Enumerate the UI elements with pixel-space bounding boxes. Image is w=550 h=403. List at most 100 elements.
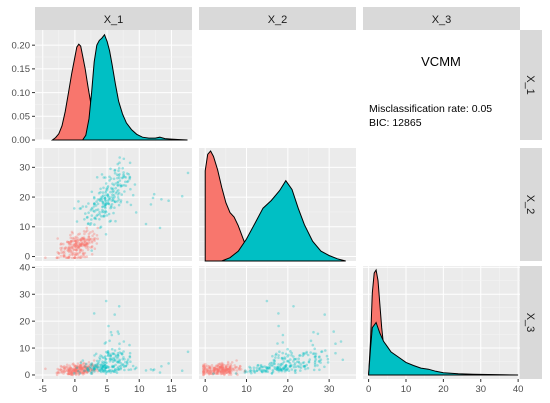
scatter-point [222, 368, 226, 372]
scatter-point [341, 358, 345, 362]
scatter-point [69, 366, 73, 370]
scatter-point [109, 371, 113, 374]
scatter-point [102, 215, 106, 218]
scatter-point [74, 373, 78, 376]
scatter-point [112, 211, 115, 215]
scatter-point [231, 367, 234, 370]
scatter-point [218, 370, 221, 373]
scatter-point [224, 371, 228, 375]
scatter-point [78, 242, 82, 245]
scatter-point [281, 358, 285, 361]
scatter-point [108, 196, 112, 199]
scatter-point [81, 367, 85, 370]
scatter-point [133, 367, 137, 371]
scatter-point [88, 238, 92, 241]
y-tick-label: 0.20 [12, 40, 31, 51]
scatter-point [277, 354, 280, 357]
scatter-point [120, 352, 124, 355]
scatter-point [114, 370, 117, 373]
scatter-point [215, 367, 219, 371]
scatter-point [93, 367, 96, 371]
scatter-point [72, 369, 75, 372]
scatter-point [105, 188, 109, 191]
scatter-point [102, 361, 106, 364]
scatter-point [85, 368, 89, 372]
strip-right-label-X_2: X_2 [524, 195, 536, 215]
scatter-point [110, 203, 114, 206]
scatter-point [277, 356, 280, 360]
scatter-point [104, 233, 108, 236]
scatter-point [81, 366, 84, 370]
scatter-point [75, 372, 78, 376]
scatter-point [298, 365, 301, 369]
scatter-point [68, 364, 71, 368]
scatter-point [225, 365, 228, 369]
scatter-point [303, 364, 307, 368]
scatter-point [292, 358, 296, 361]
scatter-point [284, 364, 288, 367]
scatter-point [110, 357, 114, 361]
scatter-point [68, 242, 71, 245]
scatter-point [202, 370, 205, 374]
scatter-point [313, 355, 317, 359]
scatter-point [85, 363, 88, 366]
scatter-point [75, 364, 78, 368]
scatter-point [73, 366, 76, 370]
scatter-point [93, 364, 97, 368]
scatter-point [75, 246, 78, 249]
scatter-point [61, 369, 65, 373]
scatter-point [74, 368, 77, 372]
scatter-point [90, 207, 93, 211]
scatter-point [99, 370, 103, 374]
scatter-point [101, 208, 104, 212]
scatter-point [76, 239, 80, 242]
scatter-point [124, 364, 128, 368]
scatter-point [103, 214, 106, 217]
scatter-point [110, 333, 114, 337]
scatter-point [218, 363, 221, 366]
scatter-point [276, 365, 280, 369]
scatter-point [64, 365, 68, 369]
scatter-point [106, 366, 109, 369]
scatter-point [220, 366, 223, 370]
scatter-point [212, 368, 216, 372]
scatter-point [66, 372, 69, 376]
scatter-point [81, 252, 85, 255]
scatter-point [202, 367, 205, 371]
scatter-point [218, 369, 221, 372]
scatter-point [225, 365, 228, 369]
scatter-point [69, 233, 72, 237]
scatter-point [98, 213, 101, 216]
scatter-point [72, 244, 75, 248]
scatter-point [116, 196, 120, 199]
scatter-point [101, 205, 105, 208]
scatter-point [84, 368, 87, 371]
scatter-point [285, 368, 289, 372]
scatter-point [277, 368, 281, 371]
scatter-point [59, 368, 62, 372]
scatter-point [92, 232, 96, 236]
scatter-point [87, 232, 91, 236]
scatter-point [84, 244, 87, 247]
scatter-point [76, 367, 80, 371]
scatter-point [84, 365, 87, 368]
y-tick-label: 10 [19, 222, 30, 233]
y-tick-label: 10 [19, 343, 30, 354]
strip-top-label-X_3: X_3 [432, 14, 452, 26]
scatter-point [294, 371, 297, 375]
scatter-point [314, 352, 318, 356]
scatter-point [71, 373, 74, 377]
scatter-point [79, 256, 83, 260]
scatter-point [73, 251, 76, 255]
scatter-point [55, 373, 59, 377]
scatter-point [229, 373, 233, 376]
scatter-point [225, 368, 229, 371]
scatter-point [303, 364, 306, 368]
scatter-point [116, 183, 120, 187]
scatter-point [116, 352, 120, 355]
scatter-point [237, 367, 241, 370]
scatter-point [62, 254, 65, 257]
scatter-point [205, 369, 209, 372]
scatter-point [110, 195, 114, 199]
scatter-point [109, 167, 112, 171]
